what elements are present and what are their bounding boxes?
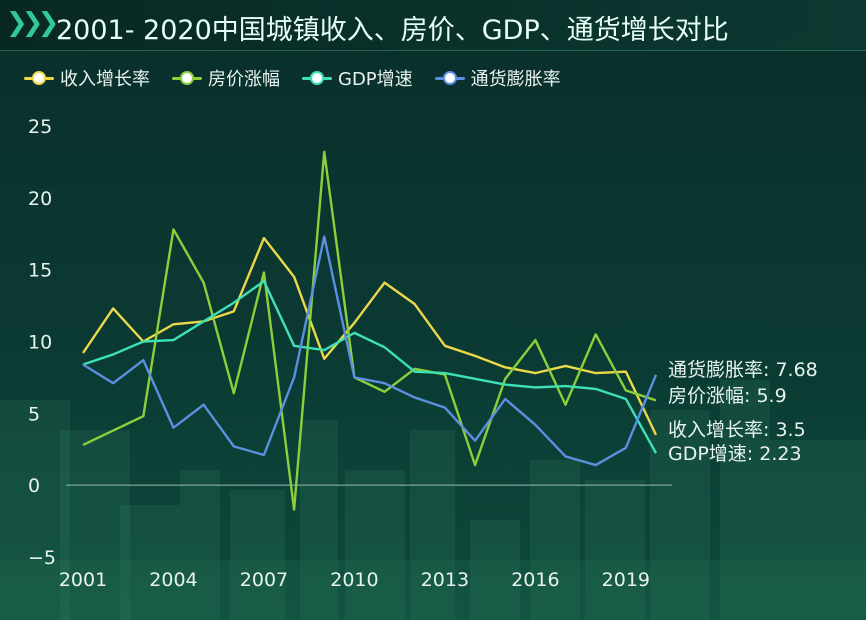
legend-marker-icon (172, 69, 202, 87)
series-line-收入增长率 (82, 236, 658, 436)
x-tick-label: 2019 (602, 569, 650, 591)
skyline-building (60, 430, 130, 620)
skyline-building (650, 410, 710, 620)
end-label: 房价涨幅: 5.9 (668, 385, 787, 407)
x-tick-label: 2010 (330, 569, 378, 591)
y-tick-label: −5 (28, 547, 56, 569)
skyline-building (470, 520, 520, 620)
y-tick-label: 15 (28, 260, 52, 282)
skyline-building (300, 420, 338, 620)
skyline-building (530, 460, 580, 620)
skyline-building (410, 430, 455, 620)
y-tick-label: 0 (28, 475, 40, 497)
end-label: 收入增长率: 3.5 (668, 419, 806, 441)
end-label: 通货膨胀率: 7.68 (668, 359, 818, 381)
legend-marker-icon (434, 69, 465, 87)
y-tick-label: 10 (28, 332, 52, 354)
legend-label: GDP增速 (338, 69, 413, 90)
city-skyline-background (0, 380, 866, 620)
title-bar: ❯❯❯ 2001- 2020中国城镇收入、房价、GDP、通货增长对比 (0, 0, 866, 51)
skyline-building (770, 440, 866, 620)
series-line-房价涨幅 (82, 150, 657, 511)
skyline-building (345, 470, 405, 620)
chart-series (82, 150, 658, 511)
skyline-building (230, 490, 285, 620)
chart-legend: 收入增长率 房价涨幅 GDP增速 通货膨胀率 (24, 66, 561, 90)
skyline-building (585, 480, 645, 620)
x-tick-label: 2007 (240, 569, 288, 591)
legend-marker-icon (302, 69, 332, 87)
x-tick-label: 2001 (59, 569, 107, 591)
legend-label: 收入增长率 (60, 69, 150, 90)
y-tick-label: 25 (28, 116, 52, 138)
legend-marker-icon (24, 69, 54, 87)
end-label: GDP增速: 2.23 (668, 443, 802, 465)
legend-item[interactable]: GDP增速 (302, 65, 413, 91)
chart-axes: −5 0 5 10 15 20 25 2001 2004 2007 2010 2013 2016 2019 (28, 116, 672, 591)
x-tick-label: 2016 (511, 569, 559, 591)
series-line-通货膨胀率 (82, 235, 658, 467)
y-tick-label: 20 (28, 188, 52, 210)
legend-item[interactable]: 通货膨胀率 (434, 65, 561, 91)
page-title: 2001- 2020中国城镇收入、房价、GDP、通货增长对比 (56, 15, 729, 46)
double-chevron-right-icon: ❯❯❯ (6, 8, 59, 38)
legend-label: 房价涨幅 (208, 69, 280, 90)
skyline-building (120, 505, 180, 620)
x-tick-label: 2013 (421, 569, 469, 591)
skyline-building (0, 400, 70, 620)
x-tick-label: 2004 (149, 569, 197, 591)
legend-label: 通货膨胀率 (470, 69, 561, 90)
skyline-building (180, 470, 220, 620)
legend-item[interactable]: 房价涨幅 (172, 65, 280, 91)
skyline-building (720, 380, 770, 620)
y-tick-label: 5 (28, 403, 40, 425)
series-line-GDP增速 (82, 279, 658, 454)
legend-item[interactable]: 收入增长率 (24, 65, 150, 91)
skyline-ground (0, 560, 866, 620)
